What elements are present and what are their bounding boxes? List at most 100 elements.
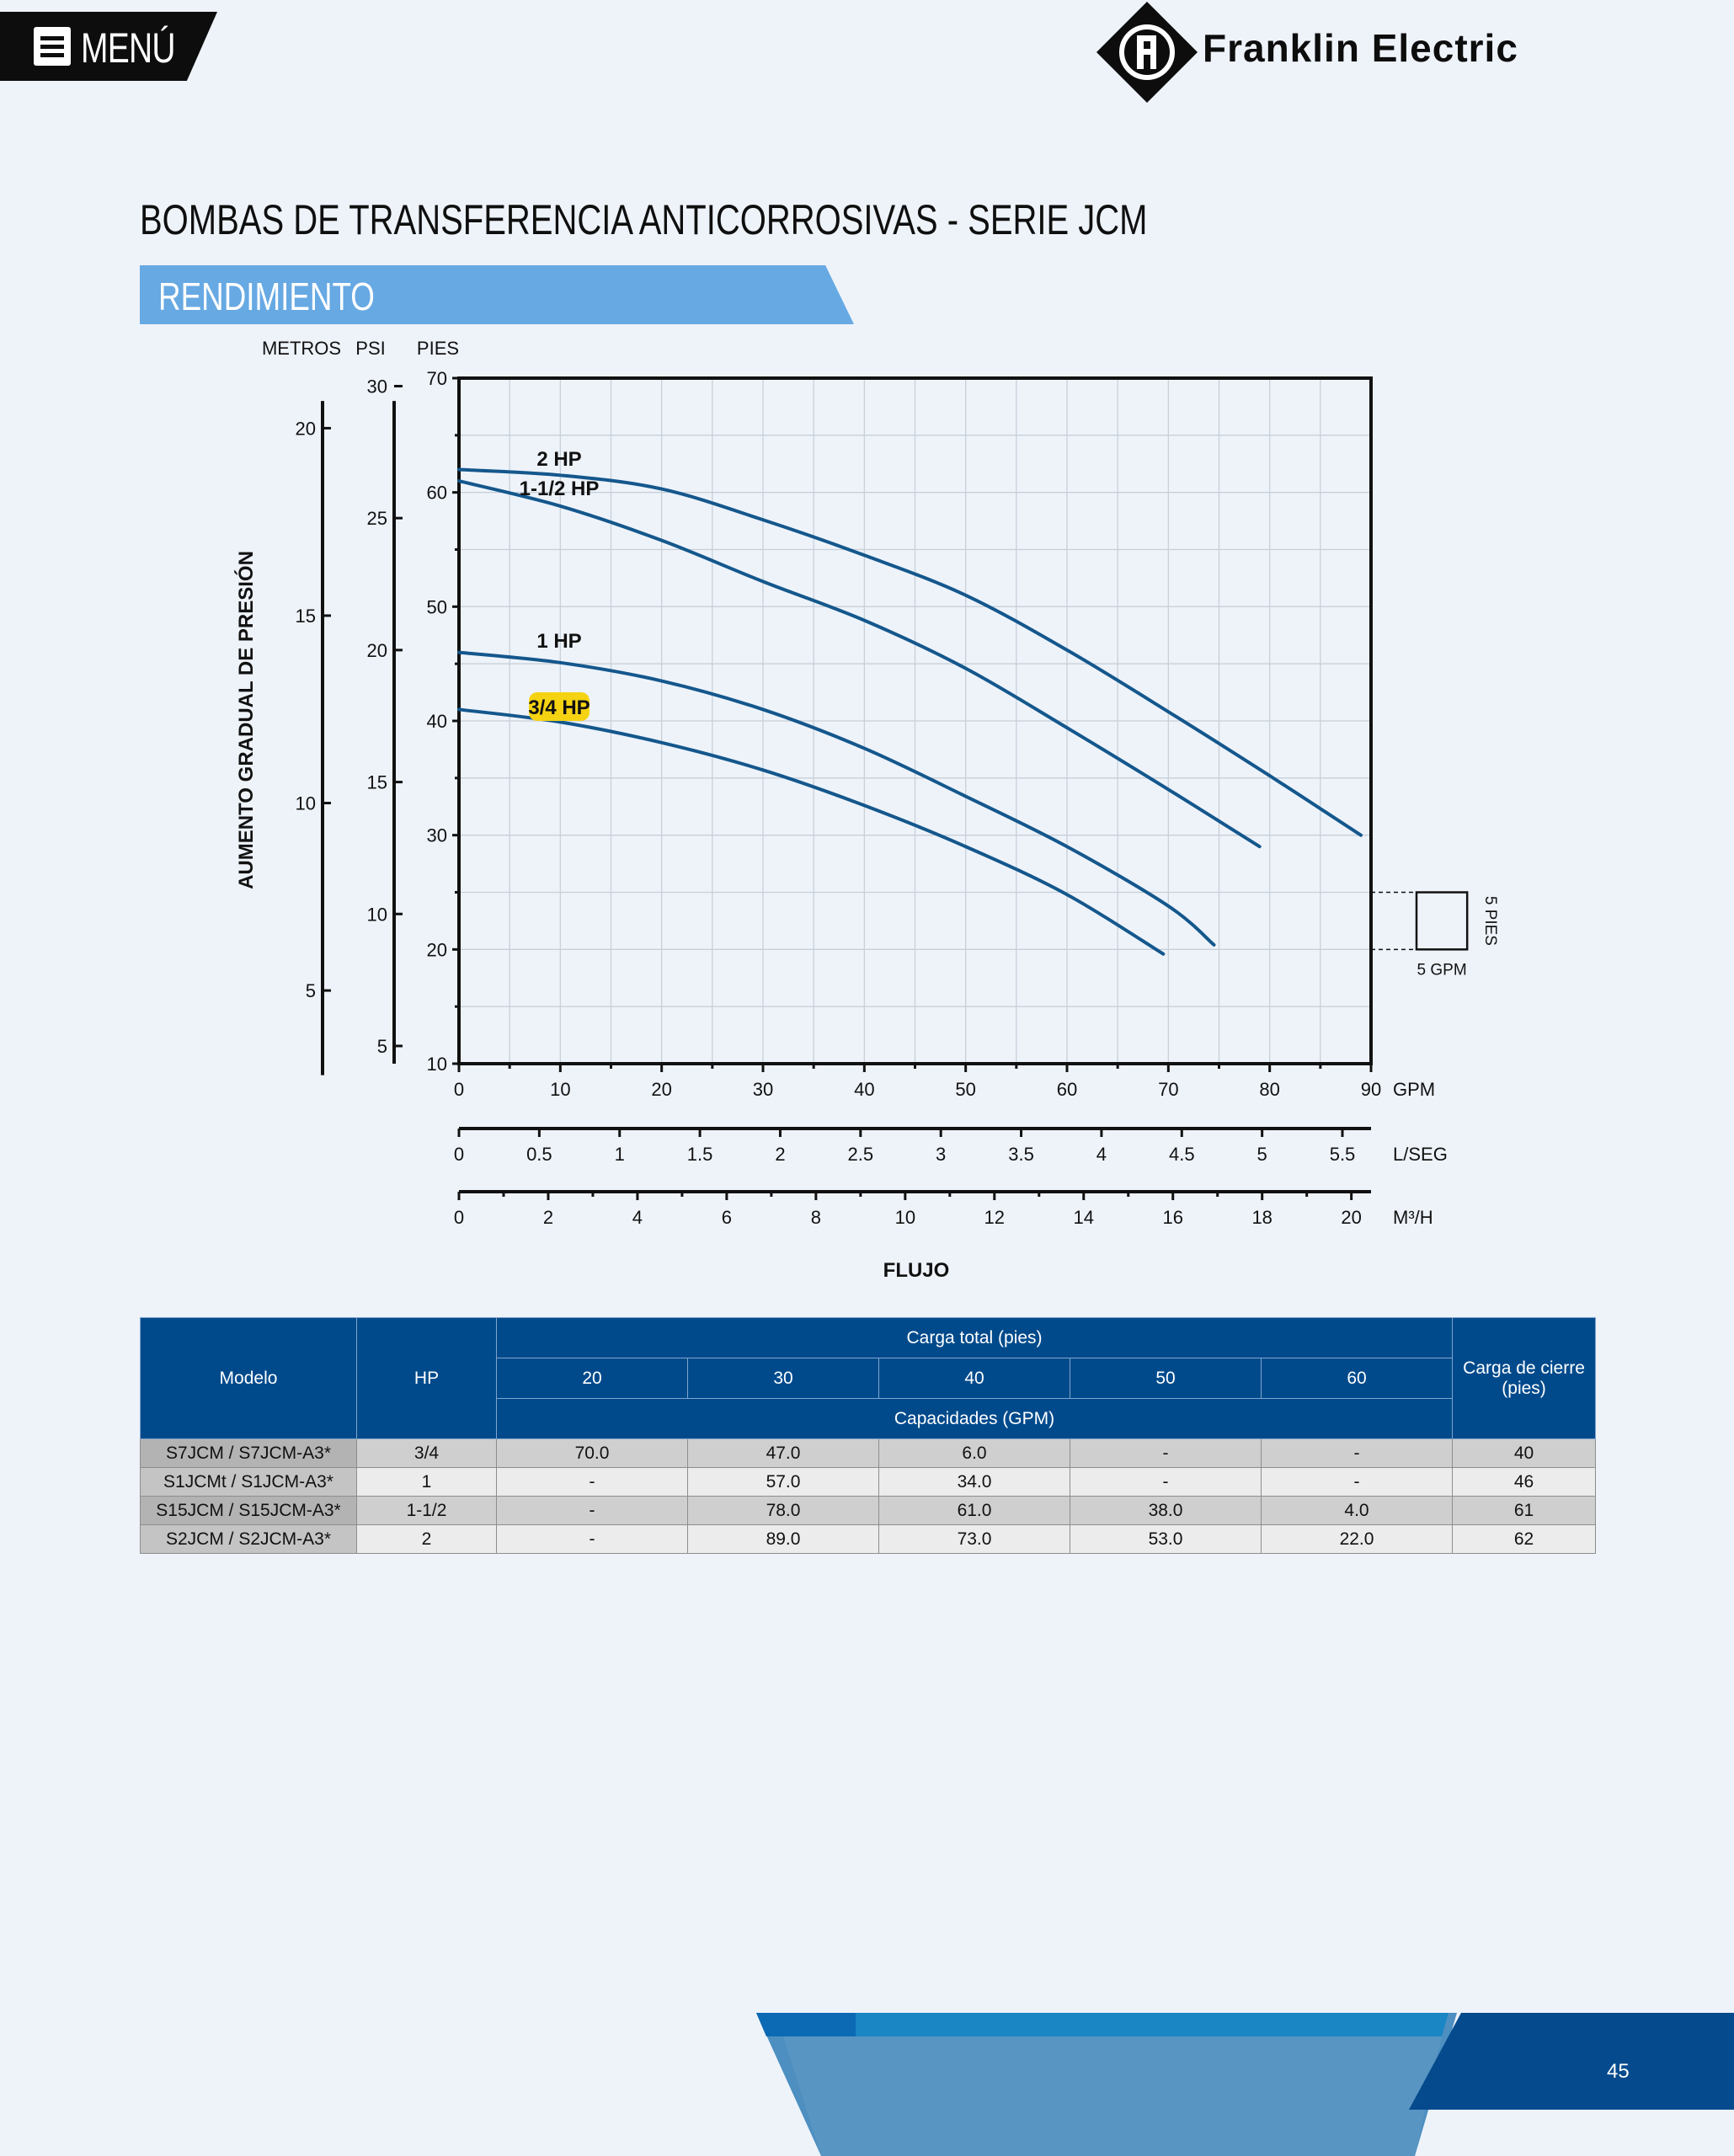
m3h-tick-label: 14 (1074, 1207, 1094, 1228)
psi-tick-label: 5 (377, 1036, 387, 1057)
psi-tick-label: 20 (367, 640, 387, 661)
lseg-tick-label: 4 (1096, 1144, 1107, 1165)
m3h-tick-label: 6 (722, 1207, 732, 1228)
x-tick-label: 70 (1158, 1079, 1178, 1100)
series-label-highlight (529, 692, 590, 721)
series-label: 3/4 HP (528, 696, 590, 719)
x-tick-label: 10 (550, 1079, 570, 1100)
menu-button[interactable]: MENÚ (0, 12, 217, 81)
m3h-tick-label: 2 (543, 1207, 553, 1228)
x-tick-label: 90 (1361, 1079, 1381, 1100)
lseg-tick-label: 1 (615, 1144, 625, 1165)
series-line-1-1-2-hp (457, 479, 1262, 849)
x-tick-label: 50 (955, 1079, 975, 1100)
cell-modelo: S15JCM / S15JCM-A3* (140, 1496, 357, 1525)
m3h-tick-label: 0 (454, 1207, 464, 1228)
col-carga-cierre: Carga de cierre (pies) (1452, 1317, 1597, 1439)
cell-capacity: 61.0 (878, 1496, 1070, 1525)
metros-tick-label: 15 (296, 606, 316, 627)
cell-capacity: - (496, 1467, 688, 1497)
table-row: S7JCM / S7JCM-A3* 3/4 70.0 47.0 6.0- -40 (140, 1438, 1597, 1468)
x-units-label: GPM (1393, 1079, 1435, 1100)
y-tick-label: 60 (427, 483, 447, 504)
x-axis-title: FLUJO (883, 1259, 950, 1282)
franklin-diamond-icon (1096, 2, 1198, 103)
cell-capacity: 22.0 (1260, 1524, 1454, 1554)
m3h-tick-label: 16 (1162, 1207, 1182, 1228)
lseg-tick-label: 5 (1257, 1144, 1267, 1165)
y-tick-label: 40 (427, 711, 447, 732)
cell-cierre: 62 (1452, 1524, 1597, 1554)
cell-hp: 2 (356, 1524, 497, 1554)
series-label: 1 HP (536, 630, 581, 653)
lseg-tick-label: 5.5 (1330, 1144, 1356, 1165)
cell-hp: 3/4 (356, 1438, 497, 1468)
section-banner: RENDIMIENTO (140, 265, 854, 324)
lseg-tick-label: 4.5 (1169, 1144, 1195, 1165)
m3h-tick-label: 12 (984, 1207, 1005, 1228)
lseg-tick-label: 2.5 (848, 1144, 874, 1165)
menu-label: MENÚ (81, 24, 175, 72)
x-tick-label: 40 (854, 1079, 874, 1100)
series-label: 1-1/2 HP (520, 478, 600, 500)
y-tick-label: 50 (427, 596, 447, 617)
lseg-tick-label: 1.5 (687, 1144, 713, 1165)
x-tick-label: 20 (651, 1079, 671, 1100)
cell-capacity: 38.0 (1070, 1496, 1262, 1525)
table-row: S1JCMt / S1JCM-A3* 1-57.0 34.0- -46 (140, 1467, 1597, 1497)
page-number: 45 (1607, 2060, 1630, 2083)
psi-tick-label: 10 (367, 904, 387, 925)
x-tick-label: 30 (753, 1079, 773, 1100)
cell-capacity: 73.0 (878, 1524, 1070, 1554)
cell-capacity: 70.0 (496, 1438, 688, 1468)
lseg-tick-label: 3.5 (1008, 1144, 1034, 1165)
cell-capacity: - (1260, 1438, 1454, 1468)
psi-axis-title: PSI (355, 338, 385, 359)
cell-capacity: 89.0 (687, 1524, 879, 1554)
series-label: 2 HP (536, 448, 581, 471)
psi-tick-label: 25 (367, 508, 387, 529)
cell-capacity: - (1070, 1467, 1262, 1497)
col-carga-50: 50 (1070, 1358, 1262, 1399)
cell-capacity: - (1260, 1467, 1454, 1497)
cell-modelo: S7JCM / S7JCM-A3* (140, 1438, 357, 1468)
psi-tick-label: 15 (367, 772, 387, 793)
scale-x-label: 5 GPM (1417, 961, 1467, 979)
performance-table: Modelo HP Carga total (pies) Carga de ci… (140, 1317, 1597, 1554)
col-carga-20: 20 (496, 1358, 688, 1399)
table-row: S2JCM / S2JCM-A3* 2-89.0 73.0 53.0 22.0 62 (140, 1524, 1597, 1554)
cell-capacity: 78.0 (687, 1496, 879, 1525)
performance-chart: 0 10 20 30 40 50 60 70 80 9010203040506070GPMPIES… (234, 338, 1499, 1282)
scale-y-label: 5 PIES (1481, 896, 1499, 946)
metros-tick-label: 20 (296, 418, 316, 439)
cell-hp: 1-1/2 (356, 1496, 497, 1525)
metros-axis-title: METROS (262, 338, 341, 359)
scale-box (1415, 891, 1469, 951)
col-hp: HP (356, 1317, 497, 1439)
cell-capacity: - (496, 1496, 688, 1525)
m3h-tick-label: 20 (1341, 1207, 1361, 1228)
series-line-1-hp (457, 650, 1216, 947)
m3h-units-label: M³/H (1393, 1207, 1433, 1228)
lseg-tick-label: 2 (775, 1144, 785, 1165)
y-tick-label: 20 (427, 939, 447, 960)
lseg-tick-label: 0.5 (526, 1144, 552, 1165)
cell-capacity: 4.0 (1260, 1496, 1454, 1525)
group-carga-total: Carga total (pies) (495, 1317, 1454, 1358)
footer-band (756, 2013, 1734, 2156)
m3h-tick-label: 10 (895, 1207, 915, 1228)
cell-capacity: - (1070, 1438, 1262, 1468)
cell-capacity: 53.0 (1070, 1524, 1262, 1554)
metros-tick-label: 10 (296, 793, 316, 814)
col-carga-30: 30 (687, 1358, 879, 1399)
hamburger-menu-icon (34, 27, 71, 66)
m3h-tick-label: 4 (632, 1207, 643, 1228)
cell-cierre: 61 (1452, 1496, 1597, 1525)
page-title: BOMBAS DE TRANSFERENCIA ANTICORROSIVAS -… (140, 196, 1148, 243)
m3h-tick-label: 18 (1251, 1207, 1272, 1228)
x-tick-label: 80 (1259, 1079, 1279, 1100)
cell-cierre: 46 (1452, 1467, 1597, 1497)
table-row: S15JCM / S15JCM-A3* 1-1/2-78.0 61.0 38.0 4.0… (140, 1496, 1597, 1525)
group-capacidades: Capacidades (GPM) (495, 1398, 1454, 1439)
logo-text: Franklin Electric (1203, 26, 1518, 70)
